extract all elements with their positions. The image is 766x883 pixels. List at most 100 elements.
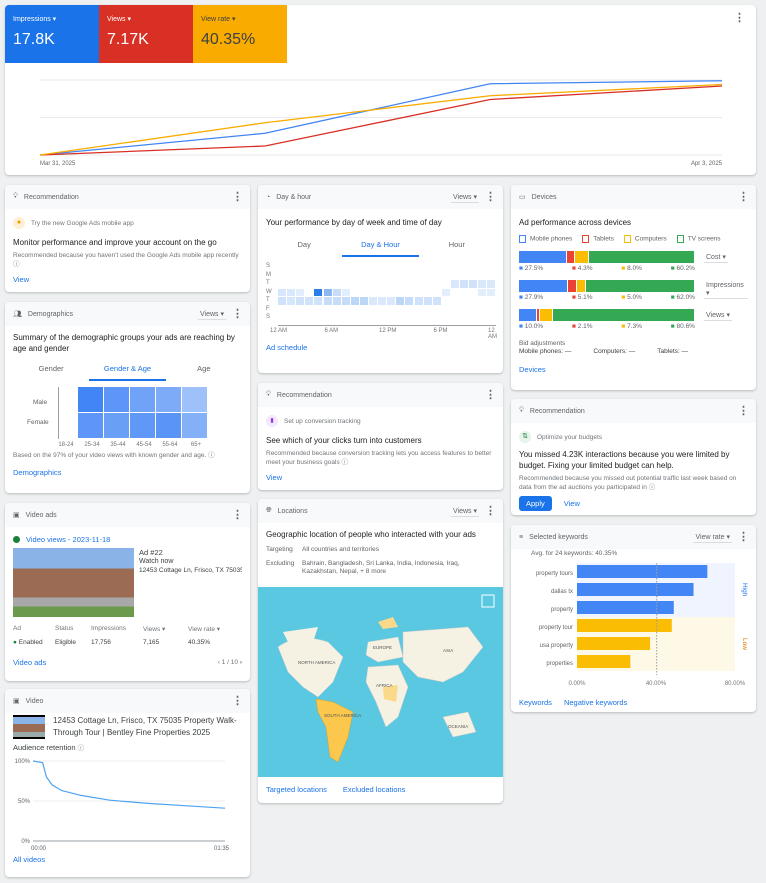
kpi-view-rate[interactable]: View rate ▾ 40.35% xyxy=(193,5,287,63)
tab-gender[interactable]: Gender xyxy=(38,364,64,373)
series-line xyxy=(39,83,723,156)
more-options-icon[interactable]: ⋮ xyxy=(738,405,749,417)
metric-dropdown[interactable]: Views ▾ xyxy=(704,312,733,321)
more-options-icon[interactable]: ⋮ xyxy=(734,12,745,24)
tab-age[interactable]: Age xyxy=(197,364,211,373)
more-options-icon[interactable]: ⋮ xyxy=(232,191,243,203)
segment-label: ■ 27.5% xyxy=(519,265,544,272)
demographics-note: Based on the 97% of your video views wit… xyxy=(13,452,207,459)
kpi-impressions[interactable]: Impressions ▾ 17.8K xyxy=(5,5,99,63)
tab-day-hour[interactable]: Day & Hour xyxy=(342,236,419,257)
more-options-icon[interactable]: ⋮ xyxy=(485,191,496,203)
globe-search-icon: 🌐︎ xyxy=(266,507,272,514)
metric-dropdown[interactable]: Cost ▾ xyxy=(704,254,728,263)
col-label: 45-54 xyxy=(136,442,152,448)
targeted-locations-link[interactable]: Targeted locations xyxy=(266,785,327,794)
negative-keywords-link[interactable]: Negative keywords xyxy=(563,698,628,707)
more-options-icon[interactable]: ⋮ xyxy=(738,191,749,203)
metric-dropdown[interactable]: Views ▾ xyxy=(450,507,479,517)
ad-status: Enabled xyxy=(18,639,43,646)
more-options-icon[interactable]: ⋮ xyxy=(232,695,243,707)
excluding-value: Bahrain, Bangladesh, Sri Lanka, India, I… xyxy=(302,560,460,575)
ad-schedule-link[interactable]: Ad schedule xyxy=(266,343,308,352)
help-icon[interactable]: ⓘ xyxy=(208,452,215,459)
dropdown-label: Views xyxy=(199,310,219,318)
help-icon[interactable]: ⓘ xyxy=(77,745,85,752)
ad-thumbnail[interactable] xyxy=(13,548,135,617)
heatmap-cell xyxy=(478,288,487,296)
metric-dropdown[interactable]: Views ▾ xyxy=(197,310,226,320)
world-map[interactable]: NORTH AMERICA SOUTH AMERICA EUROPE AFRIC… xyxy=(258,587,503,777)
band-label-high: High xyxy=(741,583,748,597)
col-label: 65+ xyxy=(190,442,202,448)
tab-gender-age[interactable]: Gender & Age xyxy=(89,360,166,381)
view-link[interactable]: View xyxy=(266,473,283,482)
card-title: Demographics xyxy=(27,310,74,318)
fullscreen-icon[interactable] xyxy=(481,594,495,608)
heatmap-cell xyxy=(487,288,496,296)
demographics-card: 👥︎ Demographics Views ▾ ⋮ Summary of the de… xyxy=(5,302,250,493)
keywords-link[interactable]: Keywords xyxy=(519,698,552,707)
lightbulb-icon: 💡︎ xyxy=(266,391,271,398)
col-label: 35-44 xyxy=(110,442,126,448)
heatmap-cell xyxy=(78,413,103,438)
rec-tag: Try the new Google Ads mobile app xyxy=(31,219,134,227)
x-axis xyxy=(278,325,496,326)
more-options-icon[interactable]: ⋮ xyxy=(738,531,749,543)
metric-dropdown[interactable]: Views ▾ xyxy=(450,193,479,203)
apply-button[interactable]: Apply xyxy=(519,496,552,511)
ad-eligibility: Eligible xyxy=(55,639,76,646)
rec-reason: Recommended because conversion tracking … xyxy=(266,450,492,466)
retention-line xyxy=(32,760,226,809)
tab-hour[interactable]: Hour xyxy=(448,240,465,249)
view-link[interactable]: View xyxy=(13,275,30,284)
video-ads-link[interactable]: Video ads xyxy=(13,658,47,667)
excluded-locations-link[interactable]: Excluded locations xyxy=(342,785,406,794)
lightbulb-icon: ● xyxy=(13,217,25,229)
heatmap-cell xyxy=(469,280,478,288)
more-options-icon[interactable]: ⋮ xyxy=(485,389,496,401)
view-link[interactable]: View xyxy=(563,499,580,508)
segment-label: ■ 4.3% xyxy=(572,265,593,272)
metric-dropdown[interactable]: View rate ▾ xyxy=(693,533,732,543)
heatmap-cell xyxy=(341,288,350,296)
campaign-link[interactable]: Video views - 2023-11-18 xyxy=(26,535,111,544)
video-thumbnail[interactable] xyxy=(13,715,45,739)
tab-day[interactable]: Day xyxy=(297,240,311,249)
kpi-value: 17.8K xyxy=(13,31,55,48)
recommendation-card-mobile-app: 💡︎ Recommendation ⋮ ● Try the new Google Ad… xyxy=(5,185,250,292)
devices-link[interactable]: Devices xyxy=(519,365,546,374)
more-options-icon[interactable]: ⋮ xyxy=(232,308,243,320)
bar-segment xyxy=(536,309,541,321)
card-title: Recommendation xyxy=(23,193,79,201)
heatmap-cell xyxy=(287,288,296,296)
help-icon[interactable]: ⓘ xyxy=(341,459,349,466)
help-icon[interactable]: ⓘ xyxy=(13,261,20,268)
prev-page-button[interactable]: ‹ xyxy=(217,659,220,666)
next-page-button[interactable]: › xyxy=(239,659,242,666)
demographics-link[interactable]: Demographics xyxy=(13,468,62,477)
video-ads-card: ▣ Video ads ⋮ Video views - 2023-11-18 Ad … xyxy=(5,503,250,681)
day-label: F xyxy=(266,305,270,312)
people-icon: 👥︎ xyxy=(13,311,22,318)
video-icon: ▣ xyxy=(13,698,20,705)
keyword-bar xyxy=(577,601,674,614)
col-header-views[interactable]: Views ▾ xyxy=(143,626,166,633)
rec-tag: Optimize your budgets xyxy=(537,433,603,441)
bar-segment xyxy=(589,251,695,263)
kpi-views[interactable]: Views ▾ 7.17K xyxy=(99,5,193,63)
more-options-icon[interactable]: ⋮ xyxy=(485,505,496,517)
heatmap-cell xyxy=(314,288,323,296)
col-header-view-rate[interactable]: View rate ▾ xyxy=(188,626,221,633)
metric-dropdown[interactable]: Impressions ▾ xyxy=(704,281,748,299)
heatmap-cell xyxy=(104,413,129,438)
selected-keywords-card: ≡ Selected keywords View rate ▾ ⋮ Avg. for … xyxy=(511,525,756,712)
all-videos-link[interactable]: All videos xyxy=(13,855,46,864)
hour-label: 12 AM xyxy=(270,328,288,334)
segment-label: ■ 62.0% xyxy=(670,294,695,301)
more-options-icon[interactable]: ⋮ xyxy=(232,509,243,521)
legend-item: Mobile phones xyxy=(519,235,572,243)
device-row: ■ 10.0% ■ 2.1% ■ 7.3% ■ 80.6% Views ▾ xyxy=(519,309,748,338)
help-icon[interactable]: ⓘ xyxy=(648,484,656,491)
video-title[interactable]: 12453 Cottage Ln, Frisco, TX 75035 Prope… xyxy=(53,716,237,737)
